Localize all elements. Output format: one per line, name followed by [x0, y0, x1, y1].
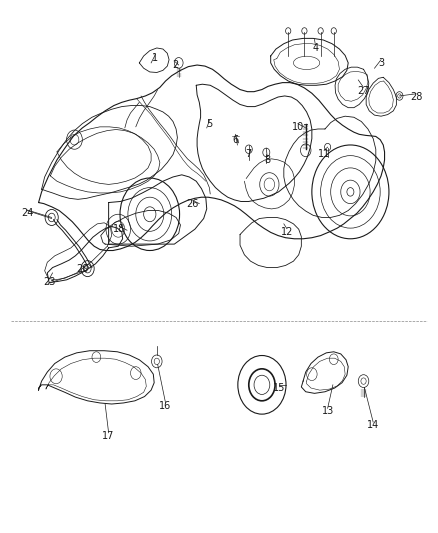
Text: 18: 18 — [113, 224, 125, 234]
Text: 17: 17 — [102, 431, 115, 441]
Text: 11: 11 — [318, 149, 330, 158]
Text: 13: 13 — [321, 407, 334, 416]
Text: 8: 8 — [264, 155, 270, 165]
Text: 15: 15 — [273, 383, 286, 393]
Text: 26: 26 — [187, 199, 199, 208]
Text: 24: 24 — [21, 208, 33, 218]
Text: 20: 20 — [76, 264, 88, 274]
Text: 2: 2 — [172, 60, 178, 70]
Text: 6: 6 — [233, 135, 239, 144]
Text: 1: 1 — [152, 53, 159, 62]
Text: 4: 4 — [312, 43, 318, 53]
Text: 14: 14 — [367, 421, 379, 430]
Text: 23: 23 — [43, 278, 55, 287]
Text: 27: 27 — [357, 86, 370, 95]
Text: 12: 12 — [281, 227, 293, 237]
Text: 10: 10 — [292, 122, 304, 132]
Text: 16: 16 — [159, 401, 172, 411]
Text: 3: 3 — [378, 58, 384, 68]
Text: 28: 28 — [410, 92, 422, 102]
Text: 5: 5 — [206, 119, 212, 128]
Text: 7: 7 — [246, 149, 252, 158]
